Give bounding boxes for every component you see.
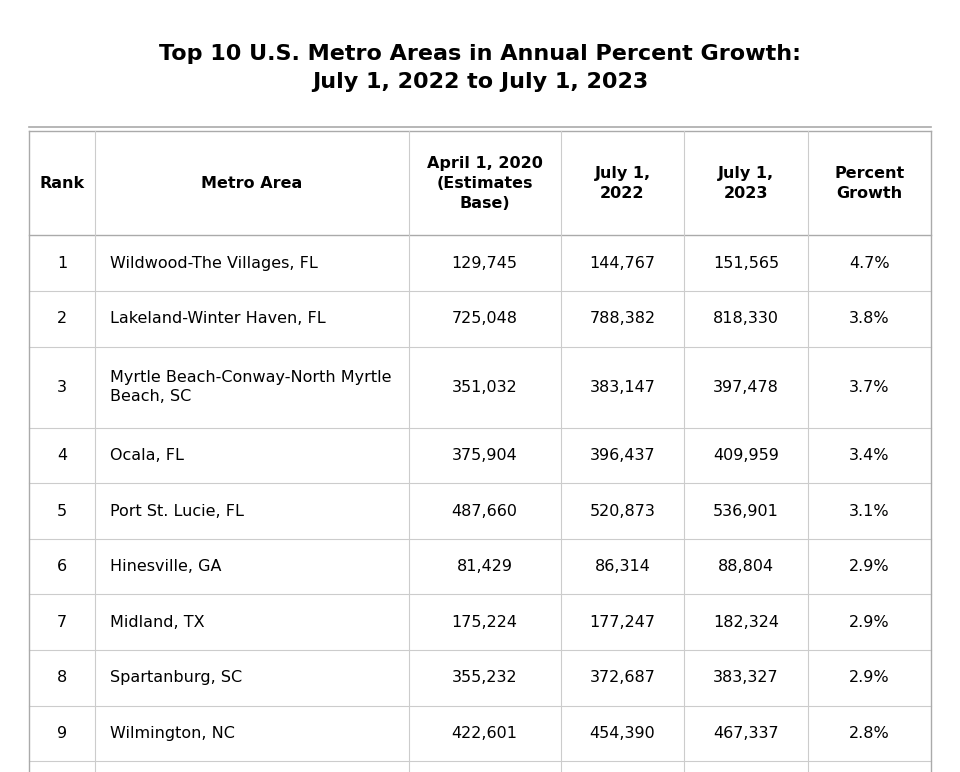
Text: Wilmington, NC: Wilmington, NC [109, 726, 234, 741]
Text: 86,314: 86,314 [594, 559, 651, 574]
Text: Lakeland-Winter Haven, FL: Lakeland-Winter Haven, FL [109, 311, 325, 327]
Text: 4.7%: 4.7% [850, 256, 890, 271]
Text: Midland, TX: Midland, TX [109, 615, 204, 630]
Text: 88,804: 88,804 [718, 559, 774, 574]
Text: 818,330: 818,330 [713, 311, 779, 327]
Text: 409,959: 409,959 [713, 448, 779, 463]
Text: 375,904: 375,904 [452, 448, 517, 463]
Text: 3.7%: 3.7% [850, 380, 890, 394]
Text: 520,873: 520,873 [589, 503, 656, 519]
Text: Metro Area: Metro Area [202, 176, 302, 191]
Text: 177,247: 177,247 [589, 615, 656, 630]
Text: July 1,
2022: July 1, 2022 [594, 166, 651, 201]
Text: 397,478: 397,478 [713, 380, 779, 394]
Text: April 1, 2020
(Estimates
Base): April 1, 2020 (Estimates Base) [427, 156, 542, 211]
Text: 351,032: 351,032 [452, 380, 517, 394]
Text: 383,147: 383,147 [589, 380, 656, 394]
Text: 7: 7 [57, 615, 67, 630]
Text: 144,767: 144,767 [589, 256, 656, 271]
Text: 467,337: 467,337 [713, 726, 779, 741]
Text: 2: 2 [57, 311, 67, 327]
Text: 81,429: 81,429 [457, 559, 513, 574]
Text: 2.9%: 2.9% [850, 670, 890, 686]
Text: 383,327: 383,327 [713, 670, 779, 686]
Text: Ocala, FL: Ocala, FL [109, 448, 183, 463]
Text: 536,901: 536,901 [713, 503, 779, 519]
Text: 2.9%: 2.9% [850, 559, 890, 574]
Text: 9: 9 [57, 726, 67, 741]
Text: 8: 8 [57, 670, 67, 686]
Text: 129,745: 129,745 [452, 256, 517, 271]
Text: Rank: Rank [39, 176, 84, 191]
Text: 2.9%: 2.9% [850, 615, 890, 630]
Text: 454,390: 454,390 [589, 726, 656, 741]
Text: 175,224: 175,224 [452, 615, 517, 630]
Text: 3.1%: 3.1% [850, 503, 890, 519]
Text: 372,687: 372,687 [589, 670, 656, 686]
Text: Port St. Lucie, FL: Port St. Lucie, FL [109, 503, 244, 519]
Text: 3.4%: 3.4% [850, 448, 890, 463]
Text: Myrtle Beach-Conway-North Myrtle
Beach, SC: Myrtle Beach-Conway-North Myrtle Beach, … [109, 371, 391, 404]
Text: 2.8%: 2.8% [849, 726, 890, 741]
Text: Percent
Growth: Percent Growth [834, 166, 904, 201]
Text: 355,232: 355,232 [452, 670, 517, 686]
Text: 1: 1 [57, 256, 67, 271]
Text: July 1,
2023: July 1, 2023 [718, 166, 774, 201]
Text: Wildwood-The Villages, FL: Wildwood-The Villages, FL [109, 256, 318, 271]
Text: 725,048: 725,048 [452, 311, 517, 327]
Text: Hinesville, GA: Hinesville, GA [109, 559, 221, 574]
Text: Top 10 U.S. Metro Areas in Annual Percent Growth:
July 1, 2022 to July 1, 2023: Top 10 U.S. Metro Areas in Annual Percen… [159, 43, 801, 92]
Text: 487,660: 487,660 [452, 503, 517, 519]
Text: 422,601: 422,601 [452, 726, 517, 741]
Text: 3.8%: 3.8% [850, 311, 890, 327]
Text: 3: 3 [57, 380, 67, 394]
Text: 4: 4 [57, 448, 67, 463]
Text: 396,437: 396,437 [589, 448, 656, 463]
Text: 151,565: 151,565 [713, 256, 779, 271]
Text: Spartanburg, SC: Spartanburg, SC [109, 670, 242, 686]
Text: 182,324: 182,324 [713, 615, 779, 630]
Text: 5: 5 [57, 503, 67, 519]
Text: 6: 6 [57, 559, 67, 574]
Text: 788,382: 788,382 [589, 311, 656, 327]
